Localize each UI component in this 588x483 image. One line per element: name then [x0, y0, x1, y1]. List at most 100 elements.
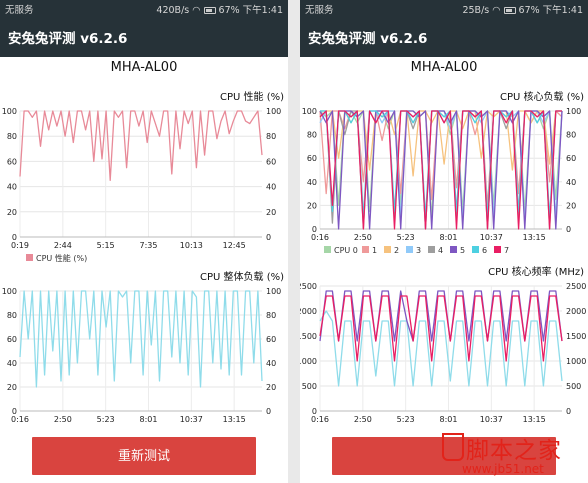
x-tick-label: 2:50 [354, 233, 372, 242]
y-tick-left: 2000 [300, 307, 317, 316]
series-line [319, 110, 563, 230]
device-model: MHA-AL00 [410, 60, 478, 75]
app-title: 安兔兔评测 v6.2.6 [300, 21, 588, 57]
left-phone-screen: 无服务 420B/s ◠ 67% 下午1:41 安兔兔评测 v6.2.6 MHA… [0, 0, 288, 483]
chart-svg: CPU 性能 (%) 0 0 20 20 40 40 60 60 80 80 100 100 0:19 2:… [2, 90, 284, 263]
legend-label: 1 [372, 246, 377, 255]
y-tick-left: 20 [7, 383, 17, 392]
status-indicators: 420B/s ◠ 67% 下午1:41 [156, 0, 283, 21]
y-tick-right: 60 [266, 157, 276, 166]
carrier-label: 无服务 [305, 5, 334, 16]
y-tick-left: 60 [307, 154, 317, 163]
y-tick-right: 1500 [566, 332, 586, 341]
x-tick-label: 13:15 [223, 415, 246, 424]
legend-swatch [324, 246, 331, 253]
legend-label: 4 [438, 246, 443, 255]
y-tick-left: 1500 [300, 332, 317, 341]
legend-swatch [362, 246, 369, 253]
y-tick-left: 60 [7, 157, 17, 166]
y-tick-left: 80 [7, 132, 17, 141]
legend-label: CPU 性能 (%) [36, 253, 87, 263]
y-tick-left: 2500 [300, 282, 317, 291]
y-tick-left: 1000 [300, 357, 317, 366]
y-tick-right: 100 [566, 107, 581, 116]
battery-level: 67% [518, 5, 540, 16]
x-tick-label: 2:50 [354, 415, 372, 424]
y-tick-left: 40 [7, 359, 17, 368]
status-bar: 无服务 420B/s ◠ 67% 下午1:41 [0, 0, 288, 21]
clock: 下午1:41 [242, 5, 283, 16]
x-tick-label: 10:13 [180, 241, 203, 250]
x-tick-label: 7:35 [140, 241, 158, 250]
y-tick-right: 0 [266, 407, 271, 416]
y-tick-left: 40 [7, 183, 17, 192]
y-tick-right: 0 [266, 233, 271, 242]
network-speed: 25B/s [462, 5, 490, 16]
chart-title: CPU 性能 (%) [220, 90, 284, 103]
watermark-url: www.jb51.net [462, 462, 544, 476]
x-tick-label: 2:50 [54, 415, 72, 424]
legend-label: 3 [416, 246, 421, 255]
chart-svg: CPU 核心频率 (MHz) 0 0 500 500 1000 1000 1500 1500 20… [300, 265, 586, 424]
x-tick-label: 13:15 [523, 415, 546, 424]
x-tick-label: 10:37 [180, 415, 203, 424]
watermark-logo-text: 脚本之家 [466, 438, 562, 464]
y-tick-left: 0 [312, 225, 317, 234]
y-tick-left: 0 [12, 233, 17, 242]
series-line [319, 310, 563, 387]
x-tick-label: 2:44 [54, 241, 72, 250]
x-tick-label: 5:15 [97, 241, 115, 250]
x-tick-label: 8:01 [440, 233, 458, 242]
site-watermark: 脚本之家 www.jb51.net [420, 425, 588, 483]
y-tick-right: 80 [266, 311, 276, 320]
x-tick-label: 5:23 [97, 415, 115, 424]
x-tick-label: 0:19 [11, 241, 29, 250]
chart-svg: CPU 核心负载 (%) 0 0 20 20 40 40 60 60 80 80 100 100 0:16… [302, 90, 584, 255]
x-tick-label: 0:16 [311, 233, 329, 242]
x-tick-label: 8:01 [140, 415, 158, 424]
retest-button[interactable]: 重新测试 [32, 437, 256, 475]
y-tick-right: 0 [566, 225, 571, 234]
battery-level: 67% [218, 5, 240, 16]
chart-title: CPU 核心负载 (%) [500, 90, 584, 103]
y-tick-right: 2500 [566, 282, 586, 291]
battery-icon [503, 7, 516, 14]
legend-swatch [406, 246, 413, 253]
y-tick-left: 80 [307, 131, 317, 140]
y-tick-left: 100 [2, 107, 17, 116]
y-tick-left: 20 [7, 208, 17, 217]
y-tick-left: 0 [312, 407, 317, 416]
clock: 下午1:41 [542, 5, 583, 16]
y-tick-left: 20 [307, 201, 317, 210]
legend-swatch [428, 246, 435, 253]
legend-label: 6 [482, 246, 487, 255]
series-line [19, 110, 263, 181]
y-tick-right: 20 [266, 208, 276, 217]
y-tick-left: 500 [302, 382, 317, 391]
series-line [319, 110, 562, 177]
wifi-icon: ◠ [192, 5, 201, 16]
y-tick-right: 0 [566, 407, 571, 416]
carrier-label: 无服务 [5, 5, 34, 16]
right-phone-screen: 无服务 25B/s ◠ 67% 下午1:41 安兔兔评测 v6.2.6 MHA-… [300, 0, 588, 483]
y-tick-right: 500 [566, 382, 581, 391]
y-tick-left: 60 [7, 335, 17, 344]
y-tick-left: 40 [307, 178, 317, 187]
x-tick-label: 13:15 [523, 233, 546, 242]
y-tick-right: 80 [566, 131, 576, 140]
x-tick-label: 8:01 [440, 415, 458, 424]
y-tick-right: 20 [566, 201, 576, 210]
x-tick-label: 5:23 [397, 415, 415, 424]
y-tick-right: 2000 [566, 307, 586, 316]
chart-title: CPU 整体负载 (%) [200, 270, 284, 283]
legend-label: 2 [394, 246, 399, 255]
device-model: MHA-AL00 [110, 60, 178, 75]
app-title: 安兔兔评测 v6.2.6 [0, 21, 288, 57]
y-tick-right: 1000 [566, 357, 586, 366]
legend-swatch [472, 246, 479, 253]
watermark-logo-icon [442, 433, 464, 461]
legend-swatch [450, 246, 457, 253]
chart-svg: CPU 整体负载 (%) 0 0 20 20 40 40 60 60 80 80 100 100 0:16… [2, 270, 284, 424]
y-tick-right: 100 [266, 287, 281, 296]
y-tick-right: 60 [566, 154, 576, 163]
